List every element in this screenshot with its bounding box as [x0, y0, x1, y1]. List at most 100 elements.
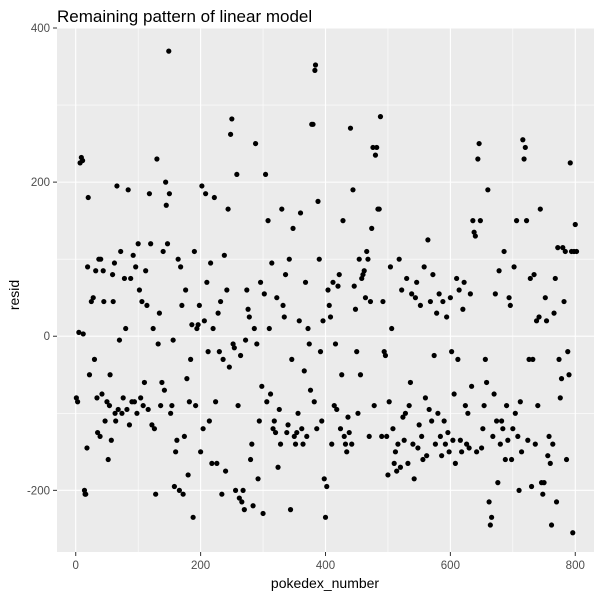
data-point — [319, 418, 325, 424]
data-point — [234, 171, 240, 178]
data-point — [84, 445, 90, 451]
y-axis-title: resid — [6, 280, 22, 310]
data-point — [160, 248, 166, 255]
data-point — [269, 260, 275, 266]
data-point — [109, 271, 116, 278]
data-point — [80, 331, 86, 337]
data-point — [337, 426, 344, 432]
data-point — [397, 464, 404, 470]
data-point — [151, 426, 158, 432]
data-point — [516, 487, 522, 493]
data-point — [222, 468, 229, 474]
x-axis: 0 200 400 600 800 — [73, 552, 585, 572]
data-point — [290, 225, 296, 231]
data-point — [270, 426, 276, 432]
data-point — [386, 399, 392, 405]
data-point — [426, 406, 432, 413]
data-point — [203, 191, 209, 197]
data-point — [454, 275, 460, 282]
data-point — [219, 491, 225, 497]
data-point — [567, 160, 573, 166]
data-point — [555, 245, 561, 251]
data-point — [379, 433, 385, 440]
data-point — [384, 433, 390, 440]
data-point — [540, 491, 546, 497]
data-point — [503, 402, 510, 409]
data-point — [241, 507, 247, 513]
data-point — [80, 157, 86, 164]
data-point — [292, 441, 299, 447]
data-point — [420, 456, 426, 463]
data-point — [411, 476, 417, 482]
data-point — [327, 314, 334, 320]
data-point — [189, 322, 195, 328]
data-point — [85, 194, 91, 201]
data-point — [459, 449, 465, 455]
data-point — [455, 356, 461, 362]
data-point — [460, 306, 466, 312]
data-point — [510, 426, 516, 432]
data-point — [125, 187, 131, 193]
data-point — [211, 194, 217, 201]
data-point — [429, 418, 435, 424]
data-point — [364, 248, 370, 255]
data-point — [336, 271, 342, 278]
data-point — [501, 248, 507, 255]
data-point — [178, 264, 184, 270]
data-point — [331, 402, 337, 409]
data-point — [464, 441, 470, 447]
data-point — [304, 433, 310, 440]
data-point — [366, 433, 372, 440]
x-axis-title: pokedex_number — [271, 575, 380, 591]
data-point — [515, 433, 521, 440]
data-point — [431, 352, 437, 359]
data-point — [276, 406, 282, 413]
data-point — [472, 233, 478, 239]
data-point — [392, 449, 399, 455]
data-point — [158, 402, 164, 409]
data-point — [401, 437, 407, 443]
data-point — [118, 248, 124, 255]
data-point — [120, 395, 126, 401]
data-point — [163, 179, 169, 185]
data-point — [296, 318, 302, 324]
data-point — [317, 349, 324, 355]
data-point — [306, 341, 312, 347]
data-point — [287, 507, 294, 513]
data-point — [457, 437, 463, 443]
data-point — [294, 429, 300, 436]
data-point — [242, 337, 249, 343]
data-point — [153, 491, 159, 497]
data-point — [75, 399, 81, 405]
data-point — [150, 325, 156, 332]
data-point — [302, 279, 309, 285]
data-point — [496, 268, 502, 274]
data-point — [76, 329, 82, 335]
data-point — [497, 441, 503, 447]
data-point — [335, 283, 341, 289]
data-point — [213, 399, 219, 405]
data-point — [476, 140, 482, 147]
data-point — [500, 426, 506, 432]
data-point — [180, 491, 186, 497]
data-point — [563, 456, 570, 463]
data-point — [279, 206, 285, 212]
data-point — [446, 449, 452, 455]
data-point — [291, 433, 297, 440]
data-point — [175, 256, 181, 262]
data-point — [164, 241, 171, 247]
data-point — [325, 287, 331, 293]
data-point — [156, 310, 162, 316]
data-point — [166, 191, 172, 197]
data-point — [389, 325, 395, 332]
data-point — [416, 422, 422, 428]
data-point — [372, 152, 379, 158]
data-point — [481, 402, 487, 409]
data-point — [474, 449, 480, 455]
data-point — [221, 252, 227, 258]
data-point — [551, 310, 557, 316]
data-point — [101, 298, 107, 305]
data-point — [281, 314, 287, 320]
data-point — [284, 429, 290, 436]
data-point — [535, 402, 541, 409]
